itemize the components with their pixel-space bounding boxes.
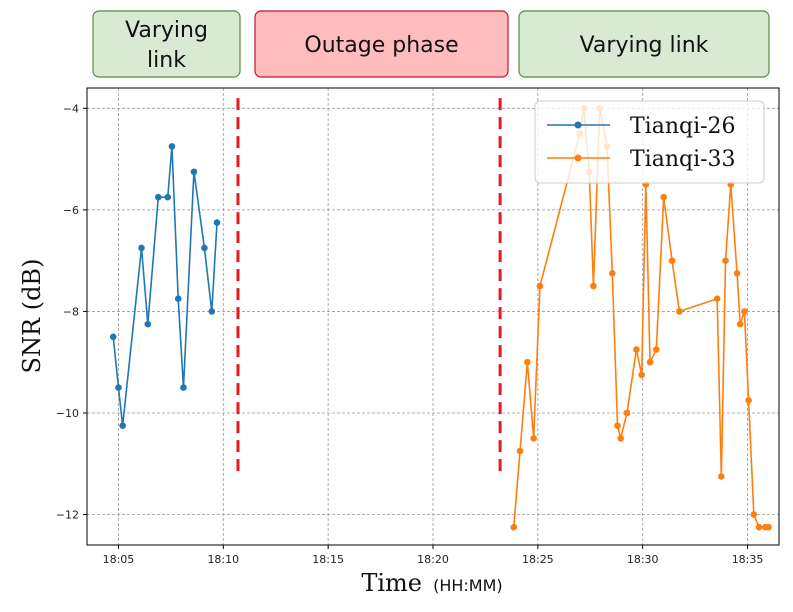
data-point xyxy=(119,422,126,429)
legend: Tianqi-26 Tianqi-33 xyxy=(534,100,765,184)
data-point xyxy=(638,371,645,379)
banner-line: Outage phase xyxy=(304,33,458,58)
data-point xyxy=(154,193,162,201)
data-point xyxy=(144,320,152,328)
x-axis-unit: (HH:MM) xyxy=(433,576,503,595)
legend-marker-tianqi-33 xyxy=(574,154,582,162)
data-point xyxy=(633,346,640,353)
legend-label-tianqi-33: Tianqi-33 xyxy=(630,147,736,172)
legend-marker-tianqi-26 xyxy=(574,121,582,129)
data-point xyxy=(109,333,117,341)
banner-box xyxy=(518,10,770,78)
y-axis-ticks: −4 −6 −8 −10 −12 xyxy=(56,102,87,522)
data-point xyxy=(653,346,660,353)
data-point xyxy=(736,320,744,328)
legend-box xyxy=(534,100,765,184)
data-point xyxy=(180,384,187,391)
data-point xyxy=(510,523,518,531)
data-point xyxy=(718,473,725,480)
x-tick-label: 18:30 xyxy=(627,553,659,566)
data-point xyxy=(168,143,176,150)
data-point xyxy=(676,308,683,315)
data-point xyxy=(524,358,531,366)
y-tick-label: −10 xyxy=(56,407,79,420)
legend-label-tianqi-26: Tianqi-26 xyxy=(630,114,736,139)
series-line xyxy=(112,145,218,427)
data-point xyxy=(660,193,667,201)
x-axis-label-group: Time (HH:MM) xyxy=(361,569,502,597)
x-tick-label: 18:05 xyxy=(103,553,135,566)
data-point xyxy=(138,244,145,252)
data-point xyxy=(213,219,221,226)
data-point xyxy=(608,270,616,277)
data-point xyxy=(646,358,654,366)
x-tick-label: 18:35 xyxy=(732,553,764,566)
data-point xyxy=(765,523,772,531)
data-point xyxy=(115,384,122,391)
data-point xyxy=(164,193,172,201)
data-point xyxy=(750,511,758,518)
data-point xyxy=(755,523,763,531)
banner-line: Varying xyxy=(125,18,208,43)
banner-outage-phase: Outage phase xyxy=(254,10,509,78)
x-axis-ticks: 18:05 18:10 18:15 18:20 18:25 18:30 18:35 xyxy=(103,545,764,566)
phase-separators xyxy=(236,98,502,474)
data-point xyxy=(623,409,631,417)
banner-box xyxy=(254,10,509,78)
data-point xyxy=(713,295,721,303)
data-point xyxy=(745,396,752,404)
y-tick-label: −8 xyxy=(63,305,79,318)
x-tick-label: 18:20 xyxy=(417,553,449,566)
x-axis-label: Time xyxy=(361,569,422,597)
series-tianqi-26 xyxy=(109,143,221,429)
data-point xyxy=(722,257,729,264)
y-tick-label: −6 xyxy=(63,204,79,217)
data-point xyxy=(733,270,741,277)
y-tick-label: −12 xyxy=(56,509,79,522)
banner-box xyxy=(92,10,241,78)
x-tick-label: 18:15 xyxy=(312,553,344,566)
data-point xyxy=(190,168,198,176)
x-tick-label: 18:10 xyxy=(207,553,239,566)
data-point xyxy=(614,422,621,429)
data-point xyxy=(174,295,182,303)
data-point xyxy=(617,435,624,442)
y-axis-label: SNR (dB) xyxy=(18,259,46,374)
data-point xyxy=(516,447,524,455)
phase-banners: Varying link Outage phase Varying link xyxy=(92,10,770,78)
data-point xyxy=(668,257,676,264)
banner-line: link xyxy=(147,48,186,73)
data-point xyxy=(536,282,544,290)
data-point xyxy=(590,282,597,290)
banner-varying-link-right: Varying link xyxy=(518,10,770,78)
x-tick-label: 18:25 xyxy=(522,553,554,566)
data-point xyxy=(201,244,208,252)
data-point xyxy=(741,308,748,315)
data-point xyxy=(208,308,216,315)
banner-varying-link-left: Varying link xyxy=(92,10,241,78)
y-tick-label: −4 xyxy=(63,102,79,115)
data-point xyxy=(530,435,537,442)
banner-line: Varying link xyxy=(580,33,709,58)
